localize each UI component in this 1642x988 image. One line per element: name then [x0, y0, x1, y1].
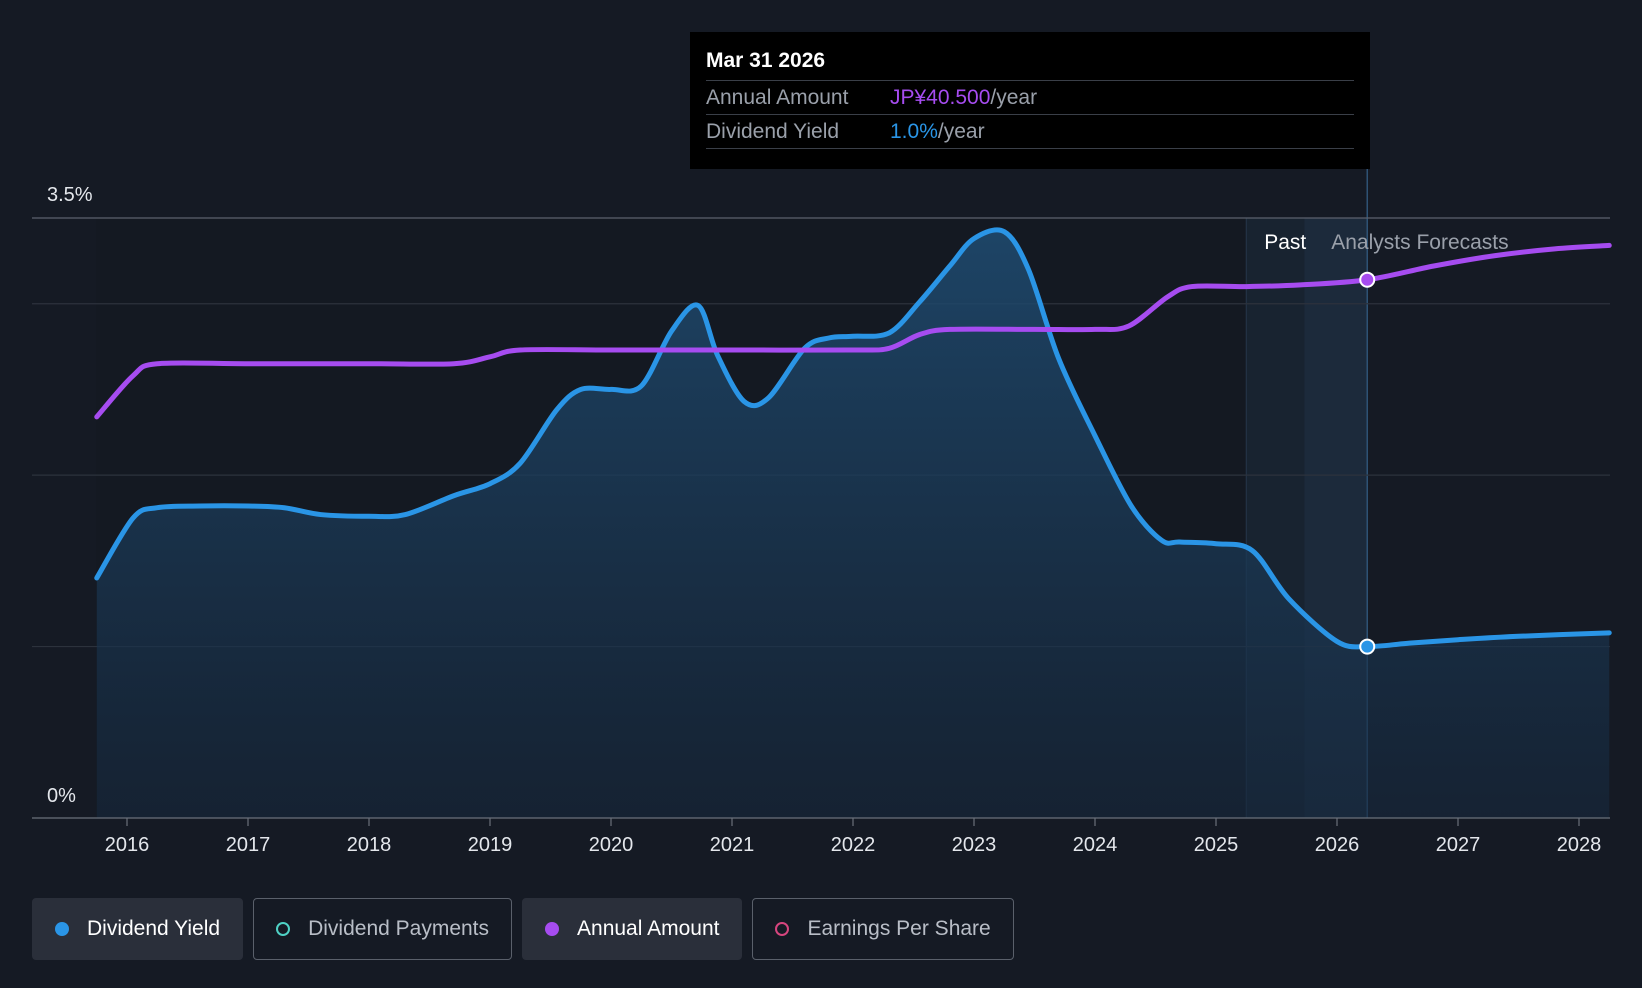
x-tick-label: 2021: [710, 834, 755, 856]
tooltip-row-annual-amount: Annual Amount JP¥40.500 /year: [706, 81, 1354, 115]
x-tick-label: 2023: [952, 834, 997, 856]
x-tick-label: 2028: [1557, 834, 1602, 856]
dividend-yield-marker: [1359, 638, 1376, 655]
legend: Dividend Yield Dividend Payments Annual …: [32, 898, 1014, 962]
dividend-yield-area: [96, 229, 1610, 818]
circle-icon: [775, 922, 790, 936]
x-tick-label: 2017: [226, 834, 271, 856]
x-axis: 2016 2017 2018 2019 2020 2021 2022 2023 2024 2025…: [32, 817, 1610, 856]
tooltip-row-unit: /year: [990, 86, 1038, 109]
legend-label: Dividend Yield: [87, 917, 221, 940]
legend-item-dividend-yield[interactable]: Dividend Yield: [32, 898, 244, 960]
forecast-label: Analysts Forecasts: [1331, 231, 1508, 254]
tooltip-row-label: Annual Amount: [706, 86, 849, 109]
x-tick-label: 2022: [831, 834, 876, 856]
legend-item-annual-amount[interactable]: Annual Amount: [522, 898, 743, 960]
x-tick-label: 2024: [1073, 834, 1118, 856]
annual-amount-line: [94, 242, 1612, 420]
x-tick-label: 2018: [347, 834, 392, 856]
y-tick-label: 3.5%: [47, 184, 93, 206]
x-tick-label: 2025: [1194, 834, 1239, 856]
x-tick-label: 2027: [1436, 834, 1481, 856]
tooltip: Mar 31 2026 Annual Amount JP¥40.500 /yea…: [690, 32, 1370, 169]
x-tick-label: 2020: [589, 834, 634, 856]
tooltip-row-value: 1.0%: [890, 120, 938, 143]
legend-item-earnings-per-share[interactable]: Earnings Per Share: [752, 898, 1014, 960]
tooltip-row-value: JP¥40.500: [890, 86, 991, 109]
dot-icon: [545, 922, 560, 936]
tooltip-row-unit: /year: [937, 120, 985, 143]
legend-label: Dividend Payments: [308, 917, 490, 940]
circle-icon: [276, 922, 291, 936]
legend-label: Annual Amount: [577, 917, 720, 940]
tooltip-row-dividend-yield: Dividend Yield 1.0% /year: [706, 115, 1354, 149]
y-tick-label: 0%: [47, 785, 76, 807]
annual-amount-marker: [1359, 271, 1376, 288]
legend-label: Earnings Per Share: [807, 917, 991, 940]
x-tick-label: 2016: [105, 834, 150, 856]
tooltip-date: Mar 31 2026: [706, 46, 1354, 81]
dividend-yield-line: [94, 227, 1612, 650]
x-tick-label: 2019: [468, 834, 513, 856]
tooltip-row-label: Dividend Yield: [706, 120, 840, 143]
dot-icon: [55, 922, 69, 936]
legend-item-dividend-payments[interactable]: Dividend Payments: [253, 898, 513, 960]
x-tick-label: 2026: [1315, 834, 1360, 856]
past-label: Past: [1264, 231, 1306, 254]
